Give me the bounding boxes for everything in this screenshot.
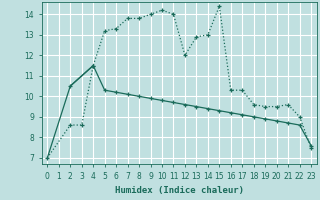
X-axis label: Humidex (Indice chaleur): Humidex (Indice chaleur) xyxy=(115,186,244,195)
